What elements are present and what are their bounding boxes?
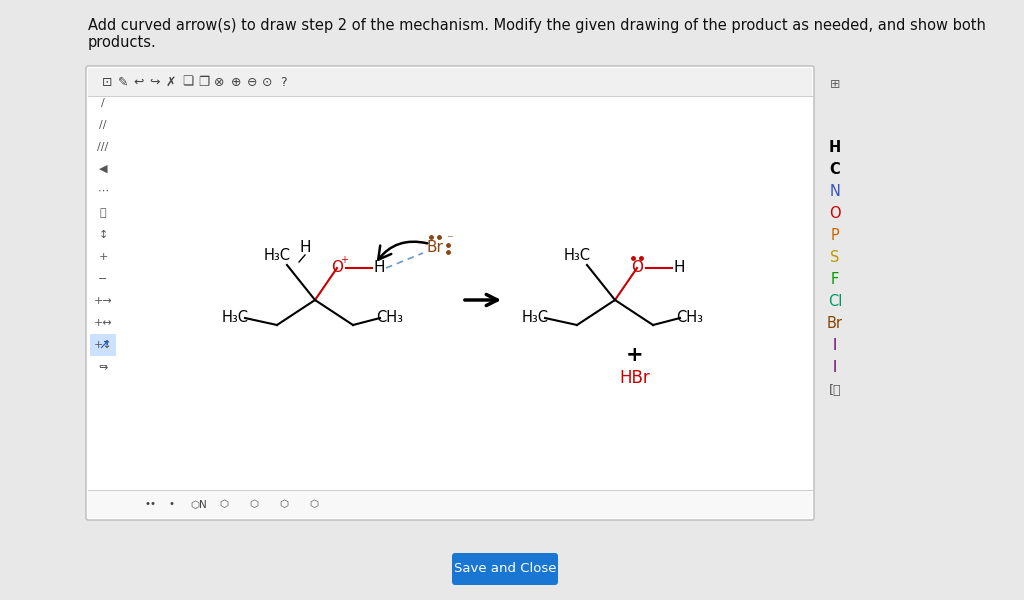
Text: ⊖: ⊖ bbox=[247, 76, 257, 88]
Text: ⬡: ⬡ bbox=[219, 499, 228, 509]
Text: ⟋: ⟋ bbox=[99, 208, 106, 218]
Text: ⬡N: ⬡N bbox=[190, 499, 208, 509]
Text: ⬡: ⬡ bbox=[280, 499, 289, 509]
Text: +→: +→ bbox=[93, 296, 113, 306]
Text: ❏: ❏ bbox=[182, 76, 194, 88]
Text: N: N bbox=[829, 185, 841, 199]
Text: ?: ? bbox=[280, 76, 287, 88]
Text: Add curved arrow(s) to draw step 2 of the mechanism. Modify the given drawing of: Add curved arrow(s) to draw step 2 of th… bbox=[88, 18, 986, 33]
FancyBboxPatch shape bbox=[86, 66, 814, 520]
Text: ⊞: ⊞ bbox=[829, 77, 841, 91]
Text: +: + bbox=[98, 252, 108, 262]
Text: O: O bbox=[331, 260, 343, 275]
Text: ⊙: ⊙ bbox=[262, 76, 272, 88]
Text: ⬡: ⬡ bbox=[250, 499, 258, 509]
Text: ↗: ↗ bbox=[97, 338, 109, 352]
Text: +↔: +↔ bbox=[93, 318, 113, 328]
Text: H₃C: H₃C bbox=[563, 248, 591, 263]
Text: ↩: ↩ bbox=[134, 76, 144, 88]
Text: CH₃: CH₃ bbox=[677, 311, 703, 325]
Text: Br: Br bbox=[827, 317, 843, 331]
Text: //: // bbox=[99, 120, 106, 130]
Text: HBr: HBr bbox=[620, 369, 650, 387]
FancyBboxPatch shape bbox=[90, 334, 116, 356]
Text: +: + bbox=[627, 345, 644, 365]
Bar bbox=[88, 68, 812, 96]
Text: =: = bbox=[98, 362, 108, 372]
Text: CH₃: CH₃ bbox=[377, 311, 403, 325]
Bar bbox=[88, 490, 812, 518]
Text: ⁻: ⁻ bbox=[445, 233, 453, 247]
Text: ↪: ↪ bbox=[98, 362, 108, 372]
Text: ///: /// bbox=[97, 142, 109, 152]
Text: /: / bbox=[101, 98, 104, 108]
Text: H₃C: H₃C bbox=[521, 311, 549, 325]
Text: ✗: ✗ bbox=[166, 76, 176, 88]
Text: ↪: ↪ bbox=[150, 76, 160, 88]
Text: I: I bbox=[833, 361, 838, 376]
Text: ◀: ◀ bbox=[98, 164, 108, 174]
Text: F: F bbox=[830, 272, 839, 287]
Text: ••: •• bbox=[144, 499, 156, 509]
Text: +: + bbox=[340, 255, 348, 265]
Text: ❐: ❐ bbox=[199, 76, 210, 88]
Text: ⊗: ⊗ bbox=[214, 76, 224, 88]
Text: ⋯: ⋯ bbox=[97, 186, 109, 196]
Text: +↕: +↕ bbox=[93, 340, 113, 350]
Text: ⊡: ⊡ bbox=[101, 76, 113, 88]
Text: Save and Close: Save and Close bbox=[454, 563, 556, 575]
Text: I: I bbox=[833, 338, 838, 353]
Text: H: H bbox=[374, 260, 385, 275]
Text: ✎: ✎ bbox=[118, 76, 128, 88]
Text: ⬡: ⬡ bbox=[309, 499, 318, 509]
Text: S: S bbox=[830, 251, 840, 265]
Text: H: H bbox=[673, 260, 685, 275]
Text: Br: Br bbox=[427, 241, 443, 256]
Text: H: H bbox=[299, 241, 310, 256]
Text: H₃C: H₃C bbox=[263, 248, 291, 263]
Text: C: C bbox=[829, 163, 841, 178]
Text: O: O bbox=[631, 260, 643, 275]
Text: Cl: Cl bbox=[827, 295, 842, 310]
Text: −: − bbox=[98, 274, 108, 284]
Text: ⊕: ⊕ bbox=[230, 76, 242, 88]
Text: P: P bbox=[830, 229, 840, 244]
Text: ↕: ↕ bbox=[98, 230, 108, 240]
FancyArrowPatch shape bbox=[378, 242, 427, 260]
Text: •: • bbox=[169, 499, 175, 509]
FancyBboxPatch shape bbox=[452, 553, 558, 585]
Text: O: O bbox=[829, 206, 841, 221]
Text: [⬛: [⬛ bbox=[828, 383, 842, 397]
Text: H₃C: H₃C bbox=[221, 311, 249, 325]
Text: H: H bbox=[828, 140, 841, 155]
Text: products.: products. bbox=[88, 35, 157, 50]
